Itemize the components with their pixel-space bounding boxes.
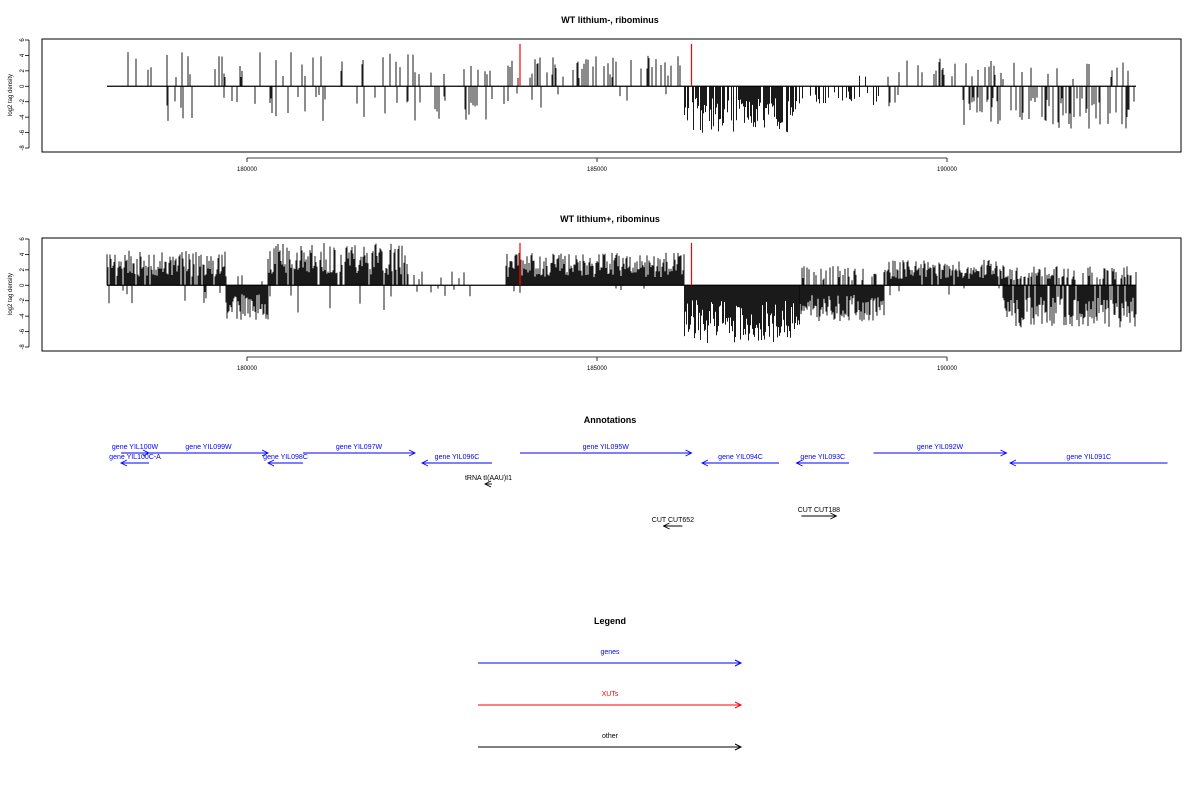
legend-item: genes — [478, 649, 743, 667]
feature-label: tRNA tI(AAU)I1 — [465, 475, 512, 482]
legend-label: XUTs — [602, 691, 619, 698]
x-axis: 180000 185000 190000 — [237, 356, 958, 372]
feature-label: gene YIL095W — [583, 444, 630, 451]
y-tick-label: -8 — [20, 344, 26, 350]
feature: gene YIL094C — [700, 454, 779, 467]
feature-label: gene YIL094C — [718, 454, 763, 461]
legend-item: other — [478, 733, 743, 751]
y-axis-label: log2 tag density — [8, 273, 14, 315]
feature-arrowhead — [662, 522, 670, 530]
feature: gene YIL095W — [520, 444, 693, 457]
x-tick-label: 180000 — [237, 167, 258, 173]
feature-arrowhead — [1000, 449, 1008, 457]
feature-arrowhead — [685, 449, 693, 457]
density-bars — [107, 52, 1136, 133]
legend-arrowhead — [734, 701, 743, 709]
feature: gene YIL092W — [873, 444, 1008, 457]
feature-arrowhead — [261, 449, 270, 457]
feature-label: gene YIL100W — [112, 444, 159, 451]
y-tick-label: 0 — [20, 283, 26, 287]
y-tick-label: 4 — [20, 252, 26, 256]
feature-label: gene YIL098C — [263, 454, 308, 461]
density-bars — [106, 243, 1137, 344]
y-tick-label: -6 — [20, 129, 26, 135]
xut-highlights — [519, 43, 693, 87]
feature: gene YIL099W — [149, 444, 270, 457]
feature-arrowhead — [420, 459, 429, 467]
feature: CUT CUT188 — [798, 507, 840, 520]
panel-title: WT lithium+, ribominus — [560, 214, 660, 224]
feature-label: gene YIL093C — [800, 454, 845, 461]
x-tick-label: 185000 — [587, 167, 608, 173]
legend-label: genes — [600, 649, 620, 656]
feature-label: gene YIL097W — [336, 444, 383, 451]
feature-arrowhead — [1008, 459, 1017, 467]
panel-title: WT lithium-, ribominus — [561, 15, 659, 25]
feature-label: gene YIL091C — [1066, 454, 1111, 461]
feature-arrowhead — [483, 480, 492, 488]
track-panel-lithium-minus: WT lithium-, ribominus log2 tag density … — [8, 15, 1182, 173]
feature-arrowhead — [408, 449, 417, 457]
feature: tRNA tI(AAU)I1 — [465, 475, 512, 488]
x-axis: 180000 185000 190000 — [237, 157, 958, 173]
y-tick-label: -4 — [20, 114, 26, 120]
xut-highlights — [519, 242, 693, 286]
feature-arrowhead — [119, 459, 128, 467]
feature-arrowhead — [266, 459, 275, 467]
y-tick-label: -2 — [20, 98, 26, 104]
y-tick-label: 4 — [20, 53, 26, 57]
y-axis: 6 4 2 0 -2 -4 -6 -8 — [20, 38, 30, 151]
feature: gene YIL093C — [795, 454, 849, 467]
feature: CUT CUT652 — [652, 517, 694, 530]
plot-frame — [41, 237, 1182, 352]
x-tick-label: 185000 — [587, 366, 608, 372]
y-tick-label: -8 — [20, 145, 26, 151]
feature: gene YIL098C — [263, 454, 308, 467]
y-axis: 6 4 2 0 -2 -4 -6 -8 — [20, 237, 30, 350]
legend-label: other — [602, 733, 619, 740]
legend-items: genes XUTs other — [478, 649, 743, 751]
feature-label: CUT CUT188 — [798, 507, 840, 514]
feature-label: gene YIL096C — [435, 454, 480, 461]
feature-arrowhead — [795, 459, 803, 467]
y-tick-label: 6 — [20, 38, 26, 42]
annotations-title: Annotations — [584, 415, 637, 425]
x-tick-label: 190000 — [937, 366, 958, 372]
y-tick-label: 6 — [20, 237, 26, 241]
feature-label: gene YIL100C-A — [109, 454, 161, 461]
plot-frame — [41, 38, 1182, 153]
feature-label: CUT CUT652 — [652, 517, 694, 524]
y-tick-label: 2 — [20, 268, 26, 272]
feature: gene YIL097W — [303, 444, 417, 457]
legend-item: XUTs — [478, 691, 743, 709]
track-panel-lithium-plus: WT lithium+, ribominus log2 tag density … — [8, 214, 1182, 372]
feature-label: gene YIL099W — [185, 444, 232, 451]
y-tick-label: -2 — [20, 297, 26, 303]
feature: gene YIL096C — [420, 454, 492, 467]
feature-arrowhead — [830, 512, 838, 520]
y-axis-label: log2 tag density — [8, 74, 14, 116]
legend-arrowhead — [734, 743, 743, 751]
feature-arrowhead — [700, 459, 709, 467]
x-tick-label: 190000 — [937, 167, 958, 173]
feature-list: gene YIL100W gene YIL100C-A gene YIL099W ge… — [109, 444, 1168, 530]
feature: gene YIL100C-A — [109, 454, 161, 467]
y-tick-label: 0 — [20, 84, 26, 88]
feature: gene YIL091C — [1008, 454, 1168, 467]
x-tick-label: 180000 — [237, 366, 258, 372]
y-tick-label: 2 — [20, 69, 26, 73]
feature-label: gene YIL092W — [917, 444, 964, 451]
legend-arrowhead — [734, 659, 743, 667]
y-tick-label: -4 — [20, 313, 26, 319]
legend-title: Legend — [594, 616, 626, 626]
legend: Legend genes XUTs other — [478, 616, 743, 751]
y-tick-label: -6 — [20, 328, 26, 334]
